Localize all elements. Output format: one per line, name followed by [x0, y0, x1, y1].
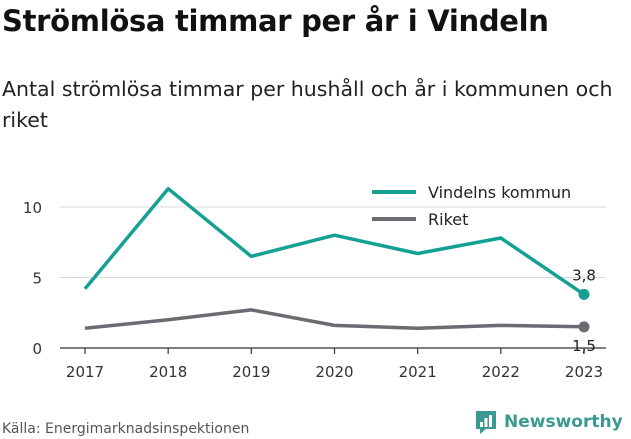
y-tick-labels: 0 5 10: [23, 199, 42, 358]
y-tick-label: 10: [23, 199, 42, 217]
chart-title: Strömlösa timmar per år i Vindeln: [2, 4, 549, 38]
series-line-riket: [84, 308, 585, 331]
legend-label: Vindelns kommun: [428, 183, 571, 202]
x-tick-label: 2020: [315, 363, 353, 381]
legend: Vindelns kommun Riket: [372, 183, 571, 229]
end-value-label: 1,5: [572, 337, 596, 355]
end-labels: 3,8 1,5: [572, 266, 596, 354]
x-axis: 2017 2018 2019 2020 2021 2022 2023: [60, 347, 606, 381]
x-tick-label: 2023: [565, 363, 603, 381]
x-tick-label: 2022: [482, 363, 520, 381]
x-tick-label: 2019: [232, 363, 270, 381]
x-tick-label: 2021: [399, 363, 437, 381]
source-note: Källa: Energimarknadsinspektionen: [2, 421, 250, 437]
gridlines: [60, 206, 606, 278]
legend-label: Riket: [428, 210, 468, 229]
brand-name: Newsworthy: [504, 412, 623, 432]
series-line-kommun: [83, 186, 585, 296]
x-tick-label: 2018: [149, 363, 187, 381]
newsworthy-logo-icon: [476, 411, 496, 434]
end-value-label: 3,8: [572, 266, 596, 284]
line-chart: 0 5 10 2017 2018 2019 2020 2021 2022 2023 3,8 1,5…: [23, 183, 606, 381]
chart-subtitle: Antal strömlösa timmar per hushåll och å…: [2, 77, 613, 132]
series-end-point: [578, 288, 590, 300]
series-lines: [83, 186, 590, 333]
y-tick-label: 0: [32, 340, 42, 358]
series-end-point: [578, 321, 590, 333]
x-tick-label: 2017: [66, 363, 104, 381]
brand: Newsworthy: [474, 409, 623, 435]
y-tick-label: 5: [32, 270, 42, 288]
